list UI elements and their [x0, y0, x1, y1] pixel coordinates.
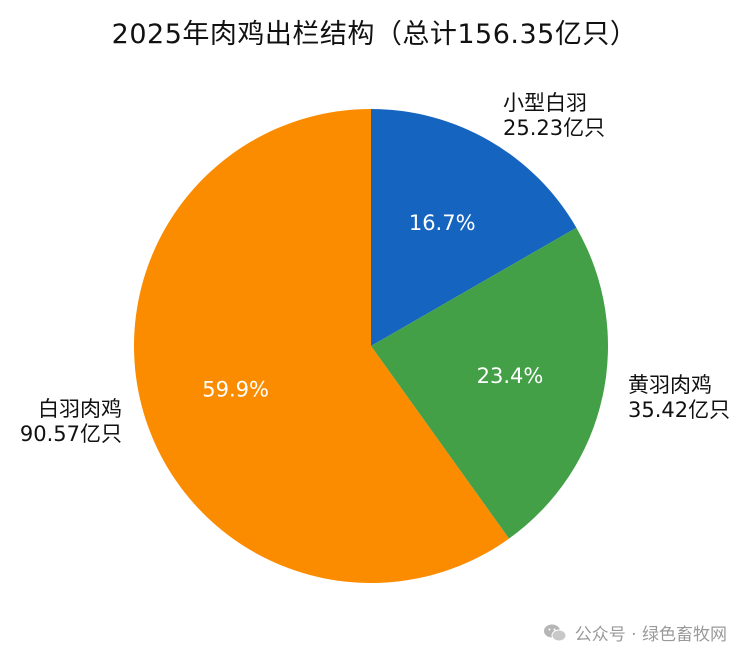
- slice-outside-label-3: 白羽肉鸡 90.57亿只: [20, 397, 122, 446]
- slice-value-3: 90.57亿只: [20, 422, 122, 446]
- slice-value-1: 25.23亿只: [503, 116, 605, 140]
- slice-outside-label-2: 黄羽肉鸡 35.42亿只: [628, 373, 730, 422]
- watermark-text: 公众号 · 绿色畜牧网: [574, 625, 727, 645]
- slice-outside-label-1: 小型白羽 25.23亿只: [503, 91, 605, 140]
- pie-slice-1: [371, 109, 577, 346]
- wechat-icon: [543, 624, 567, 641]
- slice-percent-label-1: 16.7%: [409, 211, 476, 235]
- slice-name-3: 白羽肉鸡: [38, 397, 122, 421]
- slice-percent-label-2: 23.4%: [477, 364, 544, 388]
- slice-value-2: 35.42亿只: [628, 398, 730, 422]
- pie-slice-3: [133, 109, 510, 583]
- slice-percent-label-3: 59.9%: [202, 378, 269, 402]
- chart-title: 2025年肉鸡出栏结构（总计156.35亿只）: [111, 19, 638, 50]
- watermark: 公众号 · 绿色畜牧网: [543, 620, 727, 645]
- pie-slice-2: [371, 227, 608, 539]
- slice-name-2: 黄羽肉鸡: [628, 373, 712, 397]
- slice-name-1: 小型白羽: [503, 91, 587, 115]
